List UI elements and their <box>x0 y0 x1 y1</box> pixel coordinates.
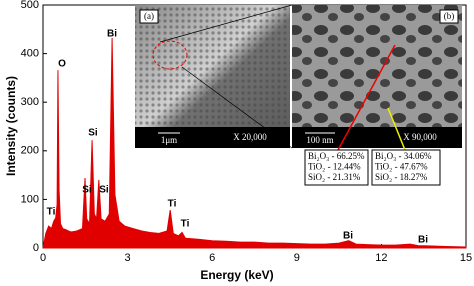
y-tick-label: 300 <box>21 96 39 108</box>
magnification: X 90,000 <box>403 132 437 142</box>
insets: (a) (b) 1μm X 20,000 100 nm X 90,000 <box>135 4 462 186</box>
x-tick-label: 3 <box>125 252 131 264</box>
composition-box <box>304 149 369 186</box>
zoom-line <box>181 66 293 149</box>
info-bar <box>135 127 290 148</box>
scale-label: 100 nm <box>306 135 333 145</box>
peak-label: Ti <box>47 207 56 218</box>
peak-label: Bi <box>107 29 117 40</box>
y-tick-label: 200 <box>21 145 39 157</box>
x-tick-label: 15 <box>460 252 472 264</box>
inset-label: (b) <box>444 11 455 21</box>
peak-label: Ti <box>168 199 177 210</box>
composition: SiO₂ - 18.27% <box>375 172 428 182</box>
zoom-line <box>159 4 293 43</box>
scale-label: 1μm <box>161 135 177 145</box>
y-tick-label: 400 <box>21 48 39 60</box>
label-box <box>139 9 159 24</box>
label-box <box>439 9 459 24</box>
inset-label: (a) <box>144 11 154 21</box>
y-tick-label: 500 <box>21 0 39 11</box>
spectrum-area <box>42 38 467 249</box>
x-tick-label: 6 <box>209 252 215 264</box>
x-axis-label: Energy (keV) <box>200 268 273 282</box>
zoom-circle <box>152 40 188 70</box>
composition: Bi₂O₃ - 34.06% <box>375 151 432 161</box>
x-tick-label: 0 <box>40 252 46 264</box>
sem-texture <box>135 5 290 148</box>
y-tick-label: 0 <box>33 242 39 254</box>
pointer <box>337 44 396 151</box>
peak-label: Si <box>99 185 109 196</box>
composition: Bi₂O₃ - 66.25% <box>308 151 365 161</box>
peak-label: O <box>58 59 66 70</box>
sem-image <box>292 5 462 148</box>
x-tick-label: 12 <box>375 252 387 264</box>
pointer <box>387 107 406 151</box>
info-bar <box>292 127 462 148</box>
y-axis-label: Intensity (counts) <box>4 76 18 176</box>
magnification: X 20,000 <box>233 132 267 142</box>
composition: TiO₂ - 12.44% <box>308 162 361 172</box>
x-tick-label: 9 <box>294 252 300 264</box>
peak-label: Bi <box>418 235 428 246</box>
composition: TiO₂ - 47.67% <box>375 162 428 172</box>
y-tick-label: 100 <box>21 193 39 205</box>
peak-label: Si <box>88 128 98 139</box>
composition-box <box>371 149 441 186</box>
peak-label: Si <box>82 185 92 196</box>
composition: SiO₂ - 21.31% <box>308 172 361 182</box>
peak-label: Bi <box>343 231 353 242</box>
peak-label: Ti <box>181 219 190 230</box>
